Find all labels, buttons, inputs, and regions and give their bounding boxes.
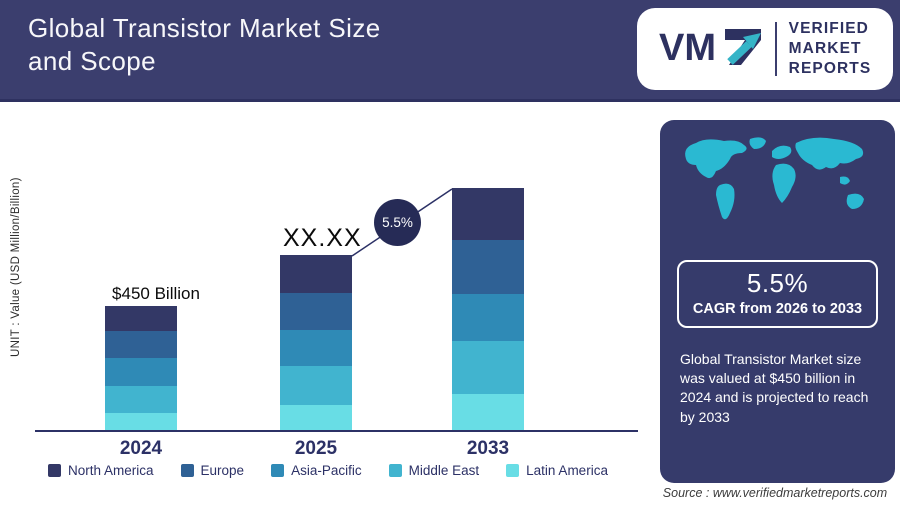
bar-segment-north-america	[280, 255, 352, 293]
bar-value-label-2025: XX.XX	[283, 224, 362, 252]
bar-segment-latin-america	[280, 405, 352, 430]
source-attribution: Source : www.verifiedmarketreports.com	[662, 486, 888, 500]
y-axis-label: UNIT : Value (USD Million/Billion)	[10, 177, 22, 357]
bar-segment-asia-pacific	[452, 294, 524, 341]
logo-divider	[774, 22, 777, 76]
stacked-bar-2025	[280, 255, 352, 430]
x-tick-2033: 2033	[466, 438, 510, 459]
logo-brand-name: VERIFIED MARKET REPORTS	[789, 19, 872, 78]
logo-brand-line2: MARKET	[788, 40, 862, 58]
stacked-bar-2033	[452, 188, 524, 430]
summary-sidebar-card: 5.5% CAGR from 2026 to 2033 Global Trans…	[660, 120, 895, 483]
world-map-graphic	[672, 132, 883, 254]
x-tick-2024: 2024	[119, 438, 163, 459]
page-title-line1: Global Transistor Market Size	[28, 13, 381, 43]
legend-swatch-icon	[271, 464, 285, 477]
bar-segment-europe	[105, 331, 177, 358]
legend-item-europe: Europe	[180, 463, 245, 478]
bar-segment-asia-pacific	[280, 330, 352, 366]
legend-label: North America	[68, 463, 154, 478]
logo-brand-line1: VERIFIED	[788, 20, 869, 38]
svg-text:VM: VM	[659, 27, 716, 69]
legend-label: Europe	[200, 463, 245, 478]
bar-segment-middle-east	[280, 366, 352, 405]
bar-segment-europe	[280, 293, 352, 330]
bar-value-label-2024: $450 Billion	[112, 284, 200, 303]
market-summary-text: Global Transistor Market size was valued…	[680, 351, 869, 425]
legend-item-latin-america: Latin America	[506, 463, 608, 478]
legend-label: Asia-Pacific	[291, 463, 362, 478]
x-tick-2025: 2025	[294, 438, 338, 459]
bar-segment-north-america	[452, 188, 524, 240]
legend-label: Middle East	[408, 463, 480, 478]
legend-label: Latin America	[526, 463, 608, 478]
bar-segment-north-america	[105, 306, 177, 331]
logo-brand-line3: REPORTS	[788, 59, 872, 77]
cagr-value: 5.5%	[746, 268, 809, 298]
x-axis-line	[35, 430, 638, 432]
growth-rate-badge: 5.5%	[374, 199, 421, 246]
page-title-line2: and Scope	[28, 46, 156, 77]
legend-swatch-icon	[388, 464, 402, 477]
vmr-logo-icon: VM	[659, 24, 763, 75]
bar-segment-latin-america	[452, 394, 524, 430]
bar-segment-asia-pacific	[105, 358, 177, 386]
stacked-bar-2024	[105, 306, 177, 430]
bar-segment-middle-east	[105, 386, 177, 413]
vmr-logo-card: VM VERIFIED MARKET REPORTS	[637, 8, 893, 90]
legend-swatch-icon	[506, 464, 520, 477]
legend-item-middle-east: Middle East	[388, 463, 480, 478]
legend-item-north-america: North America	[48, 463, 154, 478]
bar-segment-middle-east	[452, 341, 524, 394]
legend-item-asia-pacific: Asia-Pacific	[271, 463, 362, 478]
legend-swatch-icon	[48, 464, 61, 477]
bar-segment-latin-america	[105, 413, 177, 430]
legend-swatch-icon	[180, 464, 194, 477]
chart-legend: North America Europe Asia-Pacific Middle Ea…	[48, 463, 608, 478]
cagr-label: CAGR from 2026 to 2033	[692, 301, 863, 317]
bar-segment-europe	[452, 240, 524, 294]
header-banner: Global Transistor Market Size and Scope …	[0, 0, 900, 102]
page-title: Global Transistor Market Size and Scope	[28, 12, 381, 78]
cagr-callout-box: 5.5% CAGR from 2026 to 2033	[677, 260, 878, 328]
